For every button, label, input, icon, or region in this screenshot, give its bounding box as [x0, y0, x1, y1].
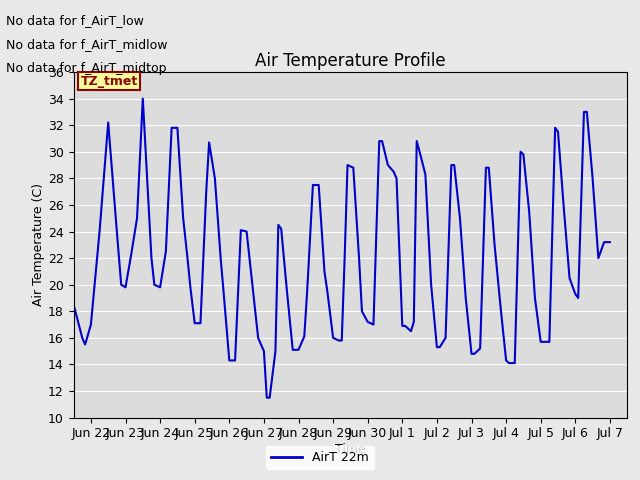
Y-axis label: Air Temperature (C): Air Temperature (C): [32, 183, 45, 306]
Text: TZ_tmet: TZ_tmet: [81, 75, 138, 88]
Text: No data for f_AirT_midlow: No data for f_AirT_midlow: [6, 38, 168, 51]
X-axis label: Time: Time: [335, 443, 366, 456]
Text: No data for f_AirT_low: No data for f_AirT_low: [6, 14, 144, 27]
Title: Air Temperature Profile: Air Temperature Profile: [255, 52, 445, 71]
Text: No data for f_AirT_midtop: No data for f_AirT_midtop: [6, 62, 167, 75]
Legend: AirT 22m: AirT 22m: [266, 446, 374, 469]
